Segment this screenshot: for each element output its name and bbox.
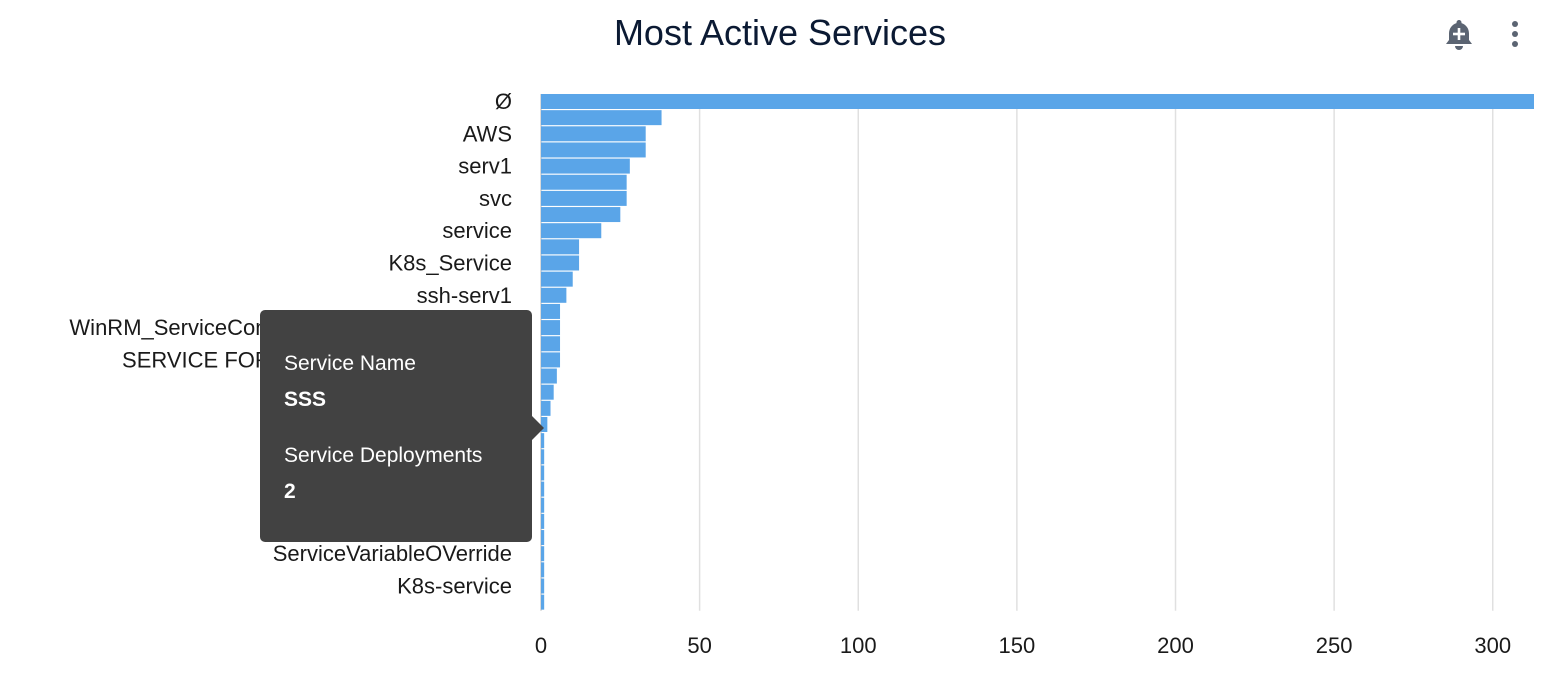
bar[interactable]: [541, 110, 662, 126]
tooltip-value-service-name: SSS: [284, 388, 327, 411]
x-tick-label: 300: [1474, 633, 1511, 658]
more-vertical-icon[interactable]: [1498, 14, 1532, 54]
bar[interactable]: [541, 400, 551, 416]
bar[interactable]: [541, 223, 602, 239]
bar[interactable]: [541, 594, 545, 610]
chart-title: Most Active Services: [613, 12, 947, 53]
tooltip-value-deployments: 2: [284, 480, 296, 503]
bar[interactable]: [541, 287, 567, 303]
bar[interactable]: [541, 126, 646, 142]
bar[interactable]: [541, 94, 1534, 109]
x-tick-label: 50: [687, 633, 711, 658]
bar[interactable]: [541, 190, 627, 206]
y-category-label: serv1: [458, 154, 512, 179]
bar[interactable]: [541, 546, 545, 562]
chart-actions: [1442, 14, 1532, 54]
bar[interactable]: [541, 465, 545, 481]
y-category-label: K8s_Service: [388, 251, 512, 276]
bar[interactable]: [541, 384, 554, 400]
bar[interactable]: [541, 481, 545, 497]
bar[interactable]: [541, 449, 545, 465]
x-tick-label: 0: [535, 633, 547, 658]
bar[interactable]: [541, 207, 621, 223]
y-category-label: K8s-service: [397, 574, 512, 599]
bar[interactable]: [541, 368, 557, 384]
bar[interactable]: [541, 336, 561, 352]
bell-plus-icon[interactable]: [1442, 14, 1476, 54]
bar[interactable]: [541, 562, 545, 578]
y-category-label: ServiceVariableOVerride: [273, 541, 512, 566]
y-category-label: Ø: [495, 89, 512, 114]
bar[interactable]: [541, 433, 545, 449]
bar[interactable]: [541, 497, 545, 513]
bar[interactable]: [541, 239, 580, 255]
y-category-label: AWS: [463, 121, 512, 146]
bar[interactable]: [541, 530, 545, 546]
bar[interactable]: [541, 513, 545, 529]
bar[interactable]: [541, 303, 561, 319]
bar[interactable]: [541, 352, 561, 368]
bar[interactable]: [541, 255, 580, 271]
x-tick-label: 100: [840, 633, 877, 658]
y-category-label: svc: [479, 186, 512, 211]
bar[interactable]: [541, 174, 627, 190]
bar[interactable]: [541, 271, 573, 287]
bar[interactable]: [541, 142, 646, 158]
y-category-label: ssh-serv1: [417, 283, 512, 308]
y-category-label: service: [442, 218, 512, 243]
x-tick-label: 200: [1157, 633, 1194, 658]
bar[interactable]: [541, 158, 630, 174]
bar[interactable]: [541, 578, 545, 594]
bar[interactable]: [541, 320, 561, 336]
x-tick-label: 250: [1316, 633, 1353, 658]
bar[interactable]: [541, 417, 548, 432]
tooltip-label-deployments: Service Deployments: [284, 444, 483, 467]
tooltip-label-service-name: Service Name: [284, 352, 416, 375]
x-tick-label: 150: [999, 633, 1036, 658]
chart-tooltip: Service Name SSS Service Deployments 2: [260, 310, 544, 542]
